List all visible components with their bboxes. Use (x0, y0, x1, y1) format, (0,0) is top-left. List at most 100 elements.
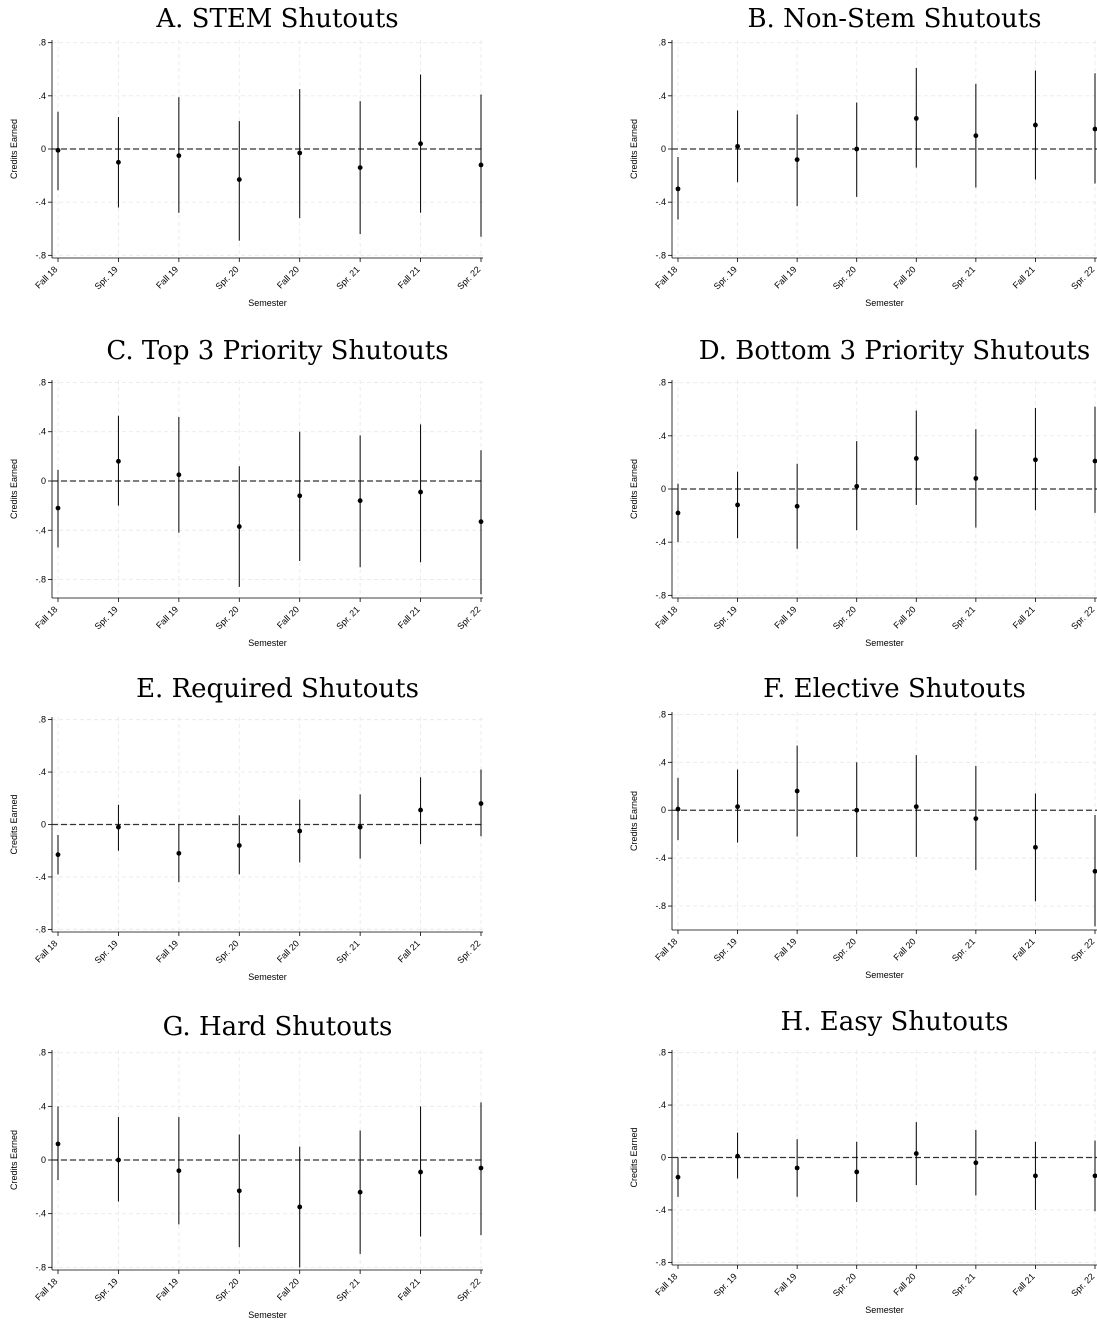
chart-panel-e: E. Required Shutouts .8 .4 0 -.4 -.8 Fall 18 Sp… (9, 674, 484, 982)
x-tick-label: Fall 19 (154, 1276, 180, 1302)
y-tick-label: .8 (38, 38, 46, 48)
y-tick-label: -.4 (35, 872, 46, 882)
chart-title: F. Elective Shutouts (763, 674, 1026, 704)
chart-title: G. Hard Shutouts (163, 1012, 393, 1042)
point-estimate (357, 824, 363, 830)
x-tick-label: Spr. 20 (213, 264, 240, 291)
point-estimate (735, 143, 740, 149)
point-estimate (55, 852, 61, 858)
y-tick-label: 0 (661, 805, 666, 815)
point-estimate (854, 483, 860, 489)
x-tick-label: Spr. 22 (1069, 604, 1096, 631)
point-estimate (116, 159, 121, 165)
x-tick-label: Spr. 20 (213, 1276, 240, 1303)
x-tick-label: Fall 18 (33, 938, 59, 964)
y-tick-label: .8 (658, 709, 666, 719)
x-tick-label: Fall 21 (396, 264, 422, 290)
point-estimate (297, 1204, 303, 1210)
y-tick-label: .4 (658, 757, 666, 767)
x-tick-label: Fall 19 (154, 938, 180, 964)
point-estimate (1033, 457, 1038, 463)
point-estimate (675, 806, 681, 812)
x-tick-label: Fall 20 (892, 936, 918, 962)
x-tick-label: Spr. 19 (712, 1271, 739, 1298)
x-tick-label: Fall 21 (1011, 1271, 1037, 1297)
x-tick-label: Fall 19 (772, 604, 798, 630)
x-tick-label: Fall 20 (275, 604, 301, 630)
x-tick-label: Spr. 22 (455, 604, 482, 631)
point-estimate (176, 850, 182, 856)
chart-title: E. Required Shutouts (136, 674, 419, 704)
x-tick-label: Fall 19 (154, 264, 180, 290)
y-tick-label: .4 (38, 427, 46, 437)
y-tick-label: -.8 (35, 1262, 46, 1272)
point-estimate (854, 1169, 860, 1175)
x-tick-label: Spr. 21 (334, 938, 361, 965)
y-tick-label: 0 (661, 144, 666, 154)
x-tick-label: Spr. 21 (334, 264, 361, 291)
point-estimate (297, 828, 303, 834)
point-estimate (1092, 1173, 1097, 1179)
point-estimate (675, 510, 681, 516)
y-axis-label: Credits Earned (9, 794, 19, 854)
y-tick-label: -.4 (655, 853, 666, 863)
y-tick-label: .4 (658, 91, 666, 101)
x-tick-label: Spr. 20 (831, 604, 858, 631)
point-estimate (854, 807, 860, 813)
y-tick-label: -.4 (655, 537, 666, 547)
point-estimate (418, 807, 423, 813)
point-estimate (854, 146, 860, 152)
chart-panel-h: H. Easy Shutouts .8 .4 0 -.4 -.8 Fall 18 Spr. 1… (629, 1007, 1097, 1315)
x-tick-label: Fall 19 (772, 264, 798, 290)
x-tick-label: Spr. 21 (950, 936, 977, 963)
x-tick-label: Fall 20 (275, 264, 301, 290)
x-tick-label: Fall 18 (33, 264, 59, 290)
point-estimate (176, 153, 182, 159)
x-tick-label: Fall 18 (653, 936, 679, 962)
point-estimate (675, 1174, 681, 1180)
point-estimate (478, 519, 484, 525)
point-estimate (913, 456, 919, 461)
point-estimate (735, 804, 740, 810)
x-tick-label: Spr. 22 (455, 1276, 482, 1303)
x-tick-label: Fall 18 (33, 1276, 59, 1302)
x-tick-label: Spr. 22 (1069, 1271, 1096, 1298)
x-tick-label: Spr. 20 (831, 264, 858, 291)
point-estimate (236, 177, 242, 182)
x-axis-label: Semester (248, 1310, 287, 1320)
point-estimate (236, 1188, 242, 1194)
point-estimate (1092, 868, 1097, 874)
point-estimate (735, 502, 740, 508)
chart-title: H. Easy Shutouts (781, 1007, 1009, 1037)
point-estimate (176, 472, 182, 478)
y-tick-label: -.4 (35, 197, 46, 207)
x-axis-label: Semester (865, 638, 904, 648)
y-tick-label: -.4 (655, 1205, 666, 1215)
x-tick-label: Spr. 22 (1069, 936, 1096, 963)
x-tick-label: Fall 21 (396, 938, 422, 964)
y-axis-label: Credits Earned (9, 459, 19, 519)
y-tick-label: 0 (661, 1153, 666, 1163)
point-estimate (236, 843, 242, 848)
x-tick-label: Fall 20 (275, 938, 301, 964)
chart-panel-c: C. Top 3 Priority Shutouts .8 .4 0 -.4 -.8 Fal… (9, 336, 484, 648)
point-estimate (116, 824, 121, 830)
y-tick-label: 0 (661, 484, 666, 494)
y-axis-label: Credits Earned (629, 459, 639, 519)
point-estimate (357, 165, 363, 171)
point-estimate (973, 1160, 979, 1166)
y-tick-label: 0 (41, 144, 46, 154)
x-tick-label: Fall 21 (396, 604, 422, 630)
y-tick-label: 0 (41, 820, 46, 830)
y-tick-label: .8 (658, 38, 666, 48)
chart-panel-f: F. Elective Shutouts .8 .4 0 -.4 -.8 Fall 18 Sp… (629, 674, 1097, 980)
chart-panel-a: A. STEM Shutouts .8 .4 0 -.4 -.8 Fall 18 Spr. 1… (9, 4, 484, 308)
point-estimate (1033, 844, 1038, 850)
y-tick-label: 0 (41, 1155, 46, 1165)
point-estimate (297, 150, 303, 156)
point-estimate (55, 505, 61, 511)
x-tick-label: Spr. 21 (950, 604, 977, 631)
x-tick-label: Spr. 21 (334, 1276, 361, 1303)
point-estimate (735, 1153, 740, 1159)
y-tick-label: -.8 (35, 924, 46, 934)
